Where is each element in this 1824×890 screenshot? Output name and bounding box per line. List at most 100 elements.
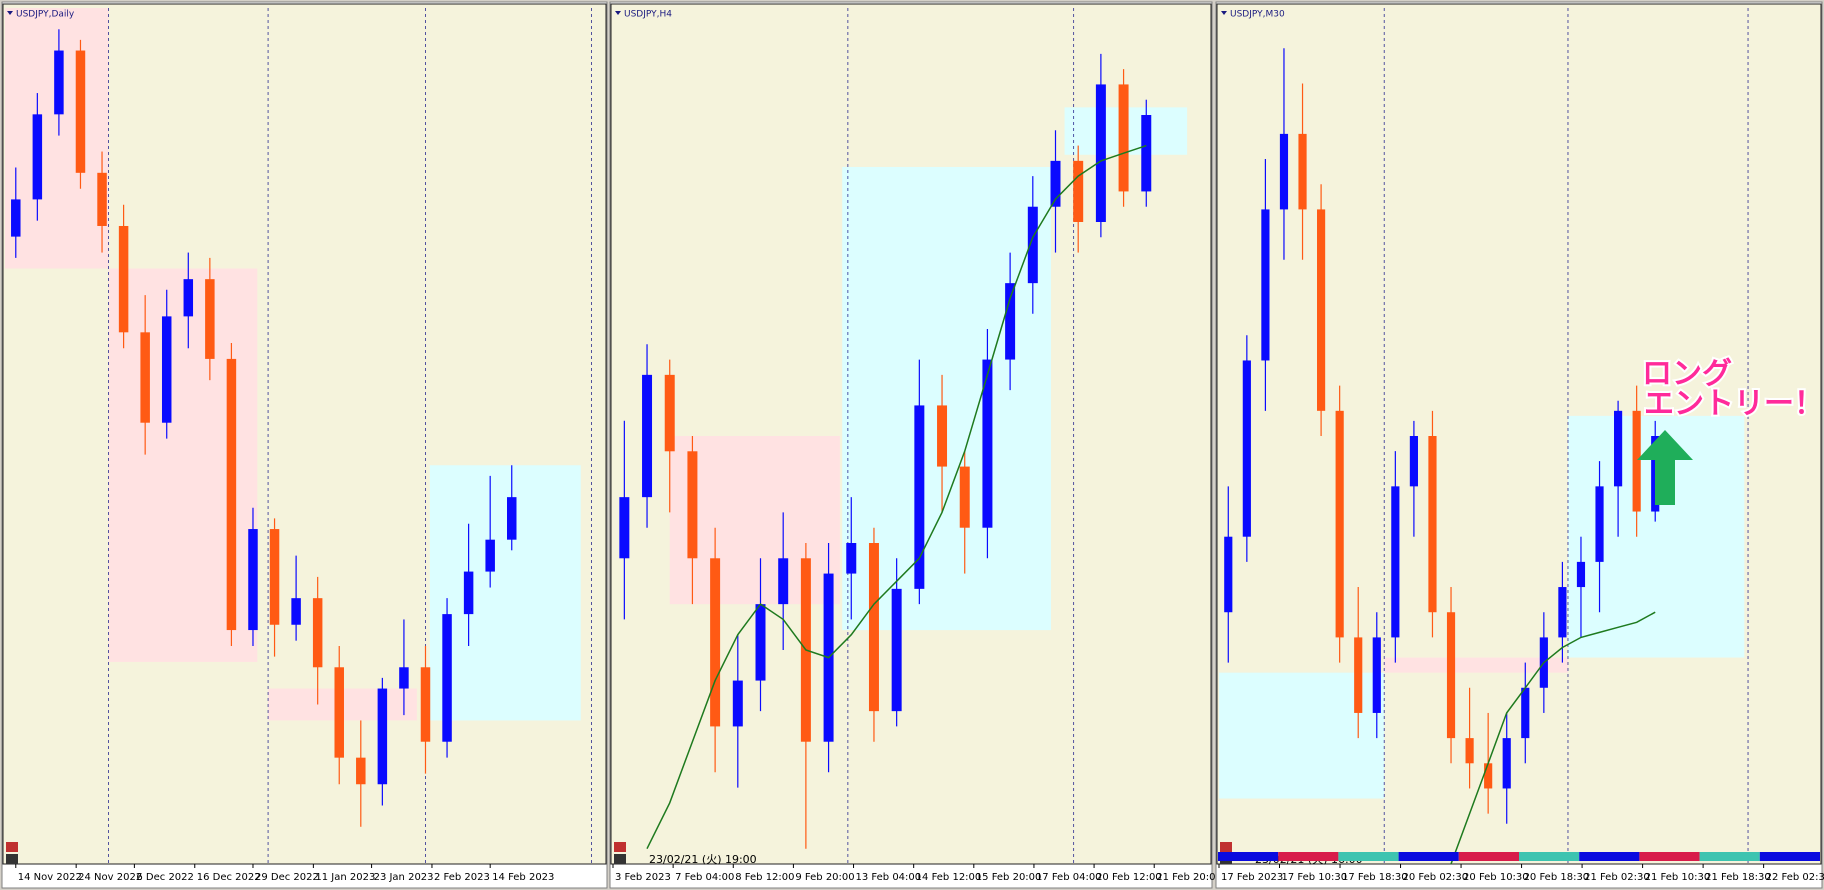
candle-body: [891, 588, 902, 712]
candle-body: [755, 604, 766, 681]
chart-icon: [614, 854, 626, 864]
title-arrow: [615, 11, 621, 15]
candle-body: [1073, 160, 1084, 222]
candle-body: [420, 667, 431, 742]
candle-body: [1141, 115, 1152, 192]
session-strip: [1699, 852, 1760, 861]
candle-body: [1446, 612, 1456, 739]
candle-body: [1502, 738, 1511, 789]
candle-body: [97, 172, 107, 226]
session-strip: [1759, 852, 1820, 861]
candle-body: [312, 598, 323, 668]
candle-body: [1576, 561, 1586, 588]
candle-body: [356, 757, 366, 785]
chart-title: USDJPY,Daily: [16, 10, 75, 20]
candle-body: [205, 279, 215, 359]
candle-body: [442, 614, 452, 742]
candle-body: [269, 529, 280, 625]
x-tick-label: 2 Feb 2023: [434, 872, 490, 883]
candle-body: [732, 680, 743, 727]
candle-body: [1558, 587, 1567, 638]
session-strip: [1338, 852, 1399, 861]
candle-body: [1224, 536, 1233, 613]
x-tick-label: 23 Jan 2023: [374, 872, 434, 883]
candle-body: [1118, 84, 1129, 192]
session-strip: [1218, 852, 1279, 861]
session-strip: [1458, 852, 1519, 861]
session-strip: [1579, 852, 1640, 861]
session-strip: [1398, 852, 1459, 861]
x-tick-label: 17 Feb 18:30: [1342, 872, 1408, 883]
candle-body: [32, 114, 43, 200]
candle-body: [1428, 436, 1437, 613]
candle-body: [377, 688, 388, 785]
moving-average: [1450, 611, 1656, 865]
chart-title: USDJPY,M30: [1230, 10, 1285, 20]
x-tick-label: 20 Feb 18:30: [1524, 872, 1590, 883]
candle-body: [507, 497, 517, 540]
candle-body: [1595, 486, 1604, 562]
candle-body: [334, 667, 344, 758]
x-tick-label: 21 Feb 18:30: [1705, 872, 1771, 883]
title-arrow: [1221, 11, 1227, 15]
candle-body: [1298, 133, 1307, 210]
x-tick-label: 15 Feb 20:00: [976, 872, 1042, 883]
candle-body: [161, 316, 172, 423]
session-strip: [1639, 852, 1700, 861]
candle-body: [914, 405, 925, 589]
candle-body: [1279, 133, 1289, 210]
candle-body: [937, 405, 948, 467]
candle-body: [399, 667, 409, 689]
candle-body: [1484, 763, 1493, 789]
candle-body: [1050, 160, 1061, 207]
candle-body: [1261, 209, 1270, 361]
candle-body: [1005, 283, 1016, 360]
candle-body: [778, 558, 789, 605]
price-zone: [669, 436, 840, 605]
price-zone: [429, 465, 581, 721]
x-tick-label: 16 Dec 2022: [197, 872, 261, 883]
x-tick-label: 20 Feb 02:30: [1403, 872, 1469, 883]
x-tick-label: 22 Feb 02:30: [1766, 872, 1824, 883]
candle-body: [1409, 436, 1418, 487]
candle-body: [868, 543, 879, 712]
candle-body: [687, 451, 698, 559]
candle-body: [1317, 209, 1326, 411]
x-tick-label: 17 Feb 10:30: [1282, 872, 1348, 883]
entry-arrow: [1637, 430, 1693, 505]
candle-body: [959, 466, 970, 528]
candle-body: [485, 539, 495, 572]
moving-average: [646, 144, 1147, 850]
candle-body: [11, 199, 21, 237]
chart-icon: [6, 842, 18, 852]
x-tick-label: 21 Feb 02:30: [1584, 872, 1650, 883]
x-tick-label: 6 Dec 2022: [136, 872, 194, 883]
candle-body: [642, 374, 653, 498]
candle-body: [1465, 738, 1474, 764]
time-label: 23/02/21 (火) 19:00: [649, 853, 757, 866]
candle-body: [1632, 410, 1641, 512]
x-tick-label: 17 Feb 04:00: [1036, 872, 1102, 883]
candle-body: [664, 374, 675, 452]
candle-body: [140, 332, 150, 423]
x-tick-label: 8 Feb 12:00: [735, 872, 794, 883]
title-arrow: [7, 11, 13, 15]
candle-body: [248, 529, 258, 631]
x-tick-label: 13 Feb 04:00: [856, 872, 922, 883]
candle-body: [710, 558, 721, 727]
candle-body: [183, 279, 194, 317]
chart-icon: [6, 854, 18, 864]
x-tick-label: 14 Nov 2022: [18, 872, 82, 883]
x-tick-label: 3 Feb 2023: [615, 872, 671, 883]
chart-icon: [614, 842, 626, 852]
candle-body: [846, 543, 857, 574]
candle-body: [1521, 687, 1530, 739]
x-tick-label: 7 Feb 04:00: [675, 872, 734, 883]
x-tick-label: 14 Feb 2023: [492, 872, 554, 883]
candle-body: [1335, 410, 1344, 638]
session-strip: [1278, 852, 1339, 861]
x-tick-label: 17 Feb 2023: [1221, 872, 1283, 883]
